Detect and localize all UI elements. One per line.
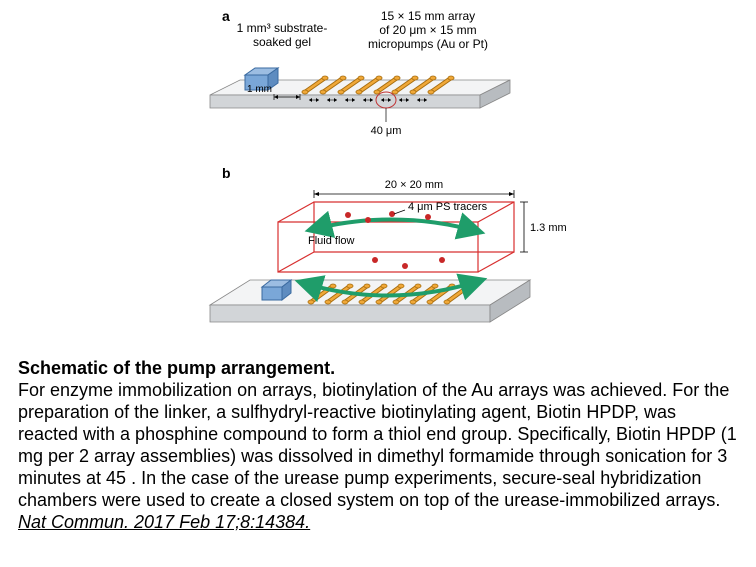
svg-text:40 μm: 40 μm	[371, 125, 402, 137]
svg-text:20 × 20 mm: 20 × 20 mm	[385, 179, 443, 191]
caption-body: For enzyme immobilization on arrays, bio…	[18, 380, 737, 510]
svg-text:1 mm: 1 mm	[247, 84, 272, 95]
panel-a-svg: 1 mm 40 μm	[190, 40, 550, 160]
svg-text:4 μm PS tracers: 4 μm PS tracers	[408, 201, 488, 213]
caption: Schematic of the pump arrangement. For e…	[18, 358, 738, 534]
svg-text:Fluid flow: Fluid flow	[308, 235, 355, 247]
panel-b-svg: 20 × 20 mm 1.3 mm 4 μm PS tracers Fluid flo…	[190, 160, 570, 350]
figure-area: a 1 mm³ substrate-soaked gel 15 × 15 mm …	[0, 0, 756, 355]
caption-citation: Nat Commun. 2017 Feb 17;8:14384.	[18, 512, 310, 532]
caption-title: Schematic of the pump arrangement.	[18, 358, 335, 378]
svg-text:1.3 mm: 1.3 mm	[530, 222, 567, 234]
